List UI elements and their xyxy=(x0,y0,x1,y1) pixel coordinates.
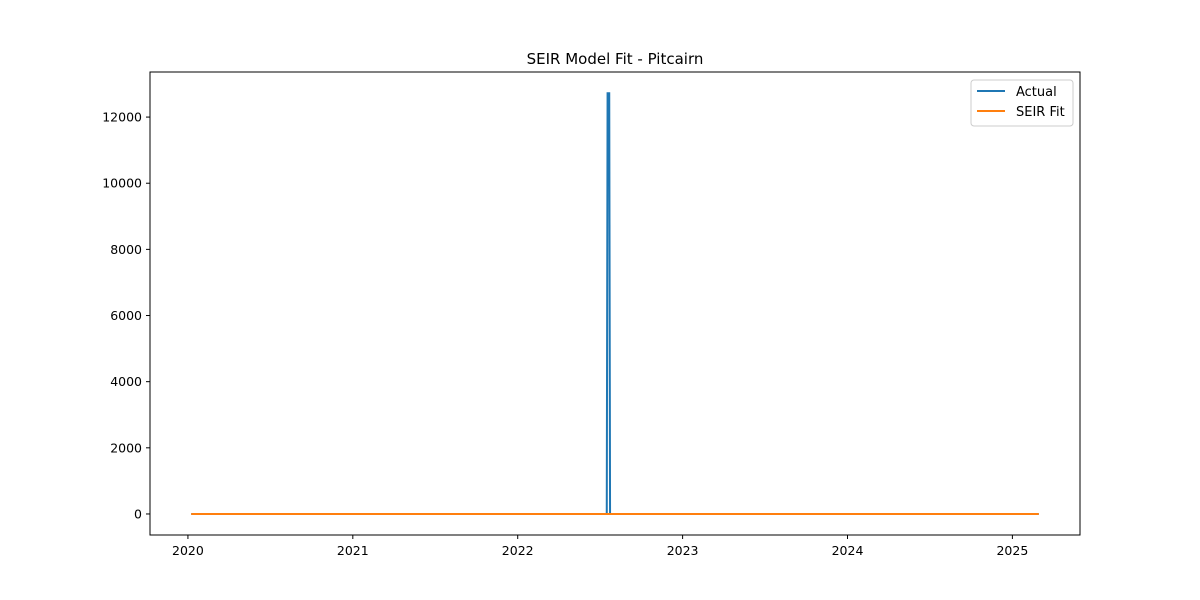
y-tick-label: 2000 xyxy=(110,440,142,455)
plot-frame xyxy=(149,71,1081,536)
y-tick-label: 4000 xyxy=(110,374,142,389)
legend-label-seir-fit: SEIR Fit xyxy=(1016,105,1065,120)
x-tick-label: 2025 xyxy=(996,543,1028,558)
y-tick-label: 6000 xyxy=(110,308,142,323)
series-layer xyxy=(191,92,1039,515)
legend-label-actual: Actual xyxy=(1016,85,1057,100)
y-tick-label: 12000 xyxy=(102,110,142,125)
x-axis: 2020 2021 2022 2023 2024 2025 xyxy=(172,535,1028,558)
x-tick-label: 2023 xyxy=(667,543,699,558)
y-tick-label: 8000 xyxy=(110,242,142,257)
series-line-actual xyxy=(191,92,1039,515)
y-tick-label: 0 xyxy=(134,506,142,521)
x-tick-label: 2021 xyxy=(337,543,369,558)
legend: Actual SEIR Fit xyxy=(970,79,1074,127)
x-tick-label: 2020 xyxy=(172,543,204,558)
y-axis: 0 2000 4000 6000 8000 10000 12000 xyxy=(102,110,150,521)
x-tick-label: 2024 xyxy=(832,543,864,558)
chart-title: SEIR Model Fit - Pitcairn xyxy=(527,50,704,68)
y-tick-label: 10000 xyxy=(102,176,142,191)
x-tick-label: 2022 xyxy=(502,543,534,558)
